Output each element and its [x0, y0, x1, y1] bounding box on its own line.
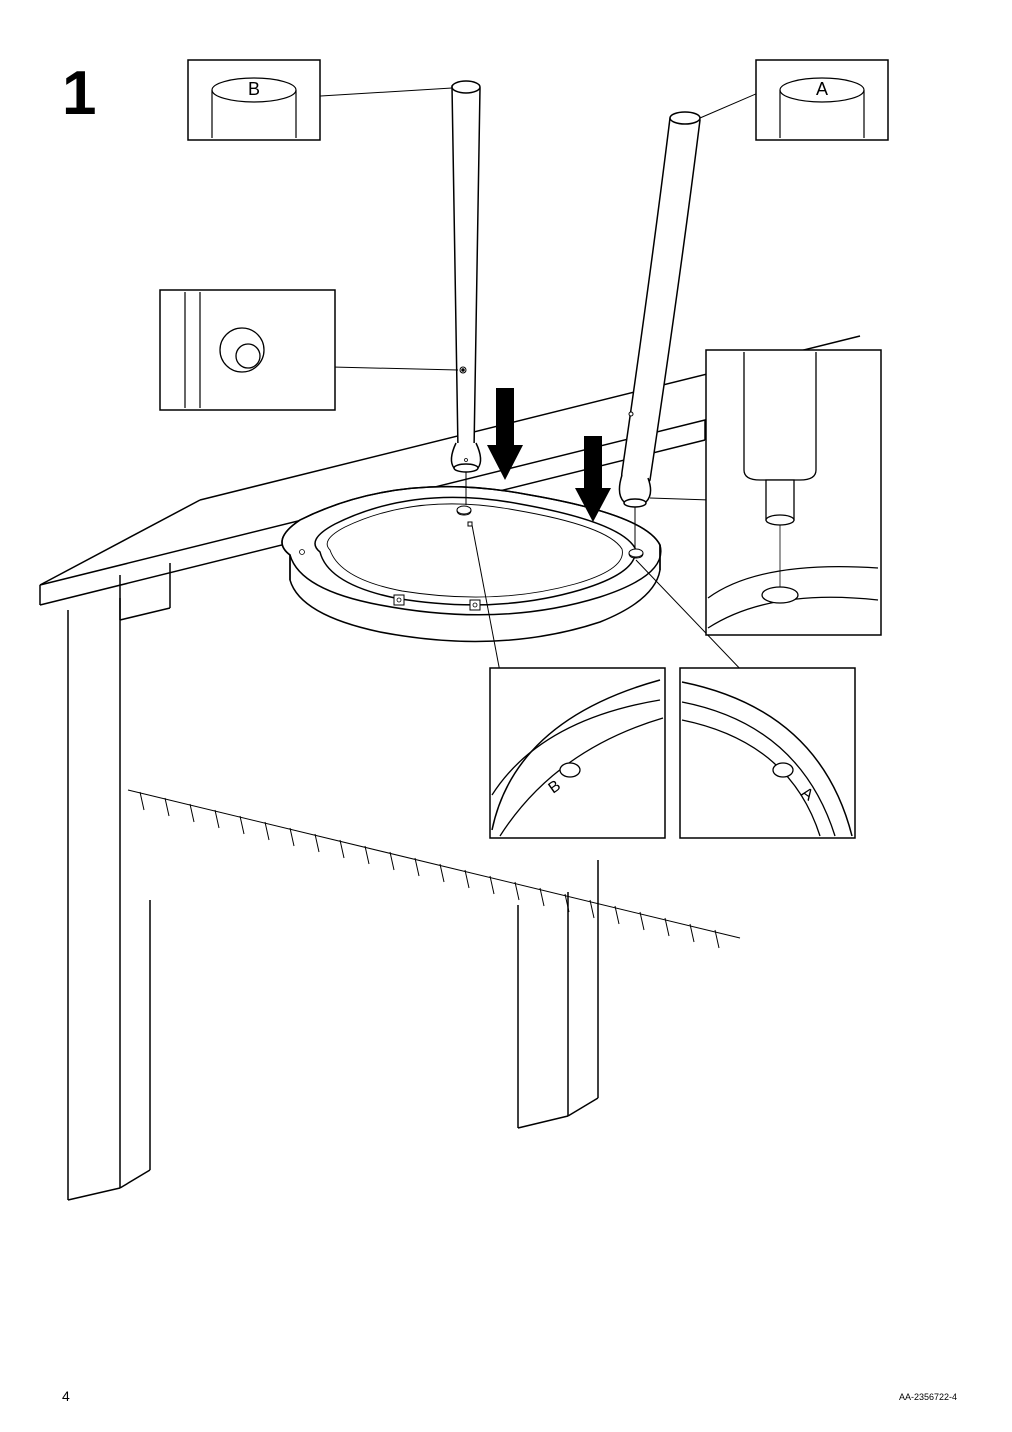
ring-hole-b-frame: B	[490, 668, 665, 838]
peg-detail-frame	[706, 350, 881, 635]
assembly-diagram: B A	[0, 0, 1012, 1432]
seat-ring	[282, 487, 661, 642]
screw-detail-frame	[160, 290, 335, 410]
callout-frame-b: B	[188, 60, 320, 140]
leg-b	[451, 81, 480, 505]
leg-a	[619, 112, 700, 548]
label-a: A	[816, 79, 828, 99]
doc-id: AA-2356722-4	[899, 1392, 957, 1402]
page-number: 4	[62, 1388, 70, 1404]
label-b: B	[248, 79, 260, 99]
ring-hole-a-frame: A	[680, 668, 855, 838]
page: 1	[0, 0, 1012, 1432]
callout-frame-a: A	[756, 60, 888, 140]
